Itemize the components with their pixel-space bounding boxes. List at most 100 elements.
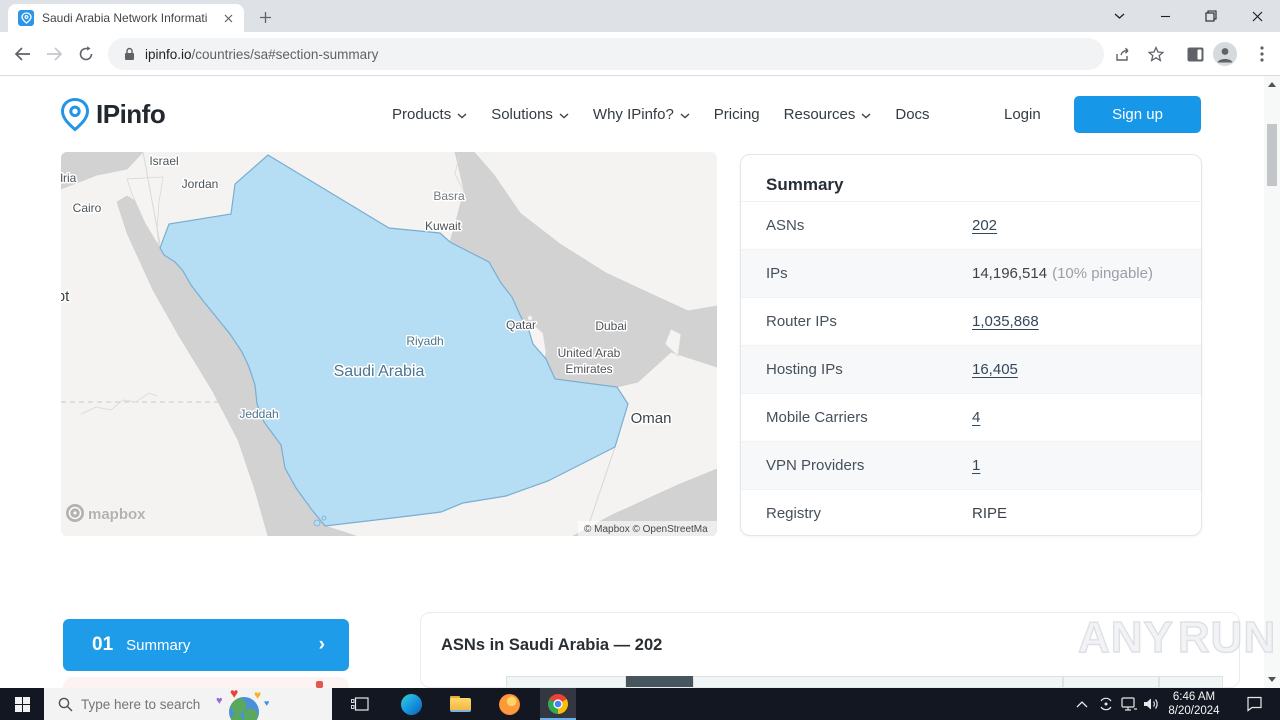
chevron-down-icon — [559, 106, 569, 123]
clock-time: 6:46 AM — [1172, 691, 1216, 703]
summary-row: IPs 14,196,514 (10% pingable) — [741, 249, 1201, 297]
chevron-right-icon: › — [318, 634, 325, 655]
summary-row-value-link[interactable]: 202 — [972, 217, 998, 234]
asn-section-heading: ASNs in Saudi Arabia — 202 — [441, 636, 663, 654]
svg-text:© Mapbox © OpenStreetMa: © Mapbox © OpenStreetMa — [584, 524, 708, 535]
tab-title: Saudi Arabia Network Informati — [42, 11, 208, 25]
profile-avatar[interactable] — [1213, 42, 1237, 66]
summary-row-value: RIPE — [972, 505, 1008, 522]
summary-row-label: Hosting IPs — [766, 361, 843, 378]
heart-icon: ♥ — [216, 695, 223, 707]
task-view-icon[interactable] — [344, 688, 376, 720]
summary-row: Router IPs 1,035,868 — [741, 297, 1201, 345]
chevron-down-icon — [457, 106, 467, 123]
url-path: /countries/sa#section-summary — [191, 46, 379, 62]
login-link[interactable]: Login — [1004, 106, 1041, 123]
nav-item-pricing[interactable]: Pricing — [713, 106, 760, 123]
action-center-icon[interactable] — [1238, 688, 1270, 720]
summary-row-label: Router IPs — [766, 313, 837, 330]
back-icon[interactable] — [10, 42, 34, 66]
nav-item-why-ipinfo-[interactable]: Why IPinfo? — [593, 106, 690, 123]
share-icon[interactable] — [1112, 42, 1136, 66]
nav-item-solutions[interactable]: Solutions — [491, 106, 569, 123]
summary-row: ASNs 202 — [741, 201, 1201, 249]
summary-row-label: Registry — [766, 505, 822, 522]
taskbar-clock[interactable]: 6:46 AM 8/20/2024 — [1160, 690, 1228, 718]
firefox-icon[interactable] — [493, 688, 525, 720]
refresh-icon[interactable] — [74, 42, 98, 66]
scrollbar-down-icon[interactable] — [1268, 677, 1276, 682]
minimize-icon[interactable] — [1142, 0, 1188, 32]
edge-icon[interactable] — [395, 688, 427, 720]
asn-table-header-cell — [693, 676, 1063, 687]
mapbox-logo[interactable]: mapbox — [66, 504, 146, 523]
saudi-arabia-region[interactable] — [159, 154, 629, 527]
summary-row-value: 14,196,514 — [972, 265, 1048, 282]
new-tab-icon[interactable] — [254, 6, 276, 28]
summary-row-label: VPN Providers — [766, 457, 865, 474]
logo-text: IPinfo — [96, 99, 166, 129]
map-label: Saudi Arabia — [334, 363, 425, 380]
start-button[interactable] — [0, 688, 44, 720]
nav-item-products[interactable]: Products — [392, 106, 467, 123]
nav-item-resources[interactable]: Resources — [784, 106, 872, 123]
url-text: ipinfo.io/countries/sa#section-summary — [145, 47, 378, 62]
tray-sync-icon[interactable] — [1090, 688, 1122, 720]
summary-row-label: ASNs — [766, 217, 805, 234]
browser-menu-icon[interactable] — [1250, 42, 1274, 66]
tray-network-icon[interactable] — [1113, 688, 1145, 720]
map-label: Dubai — [595, 319, 626, 333]
summary-row: VPN Providers 1 — [741, 441, 1201, 489]
earth-doodle-icon[interactable] — [229, 697, 259, 720]
summary-title: Summary — [766, 175, 844, 194]
signup-button[interactable]: Sign up — [1074, 96, 1201, 133]
section-nav-summary-button[interactable]: 01 Summary › — [63, 619, 349, 671]
summary-row-label: IPs — [766, 265, 788, 282]
nav-item-docs[interactable]: Docs — [895, 106, 930, 123]
map-label: United Arab — [558, 346, 621, 360]
summary-row-value-link[interactable]: 1,035,868 — [972, 313, 1039, 330]
restore-icon[interactable] — [1188, 0, 1234, 32]
tray-volume-icon[interactable] — [1135, 688, 1167, 720]
forward-icon[interactable] — [42, 42, 66, 66]
scrollbar[interactable] — [1264, 76, 1280, 688]
map[interactable]: ndria Israel Jordan Cairo pt Basra Kuwait Qatar… — [61, 152, 717, 536]
map-label: pt — [61, 288, 70, 305]
summary-row: Registry RIPE — [741, 489, 1201, 535]
tray-chevron-up-icon[interactable] — [1066, 688, 1098, 720]
asn-table-header-cell-sorted[interactable] — [626, 676, 693, 687]
scrollbar-up-icon[interactable] — [1268, 82, 1276, 87]
site-navbar: IPinfo Products Solutions Why IPinfo? Prici… — [0, 77, 1264, 152]
ipinfo-favicon-icon — [18, 10, 34, 26]
next-section-icon — [316, 681, 323, 688]
side-panel-icon[interactable] — [1183, 42, 1207, 66]
next-section-item[interactable] — [63, 677, 349, 688]
map-label: Oman — [631, 410, 672, 427]
map-label: Kuwait — [425, 219, 462, 233]
summary-card: Summary ASNs 202 IPs 14,196,514 (10% pingabl… — [740, 154, 1202, 536]
map-label: Riyadh — [406, 334, 443, 348]
browser-tab[interactable]: Saudi Arabia Network Informati — [8, 4, 244, 32]
address-bar[interactable]: ipinfo.io/countries/sa#section-summary — [108, 38, 1104, 70]
map-attribution[interactable]: © Mapbox © OpenStreetMa — [578, 521, 717, 536]
bookmark-star-icon[interactable] — [1144, 42, 1168, 66]
search-input[interactable] — [81, 696, 231, 712]
tab-close-icon[interactable] — [220, 10, 236, 26]
browser-toolbar: ipinfo.io/countries/sa#section-summary — [0, 32, 1280, 76]
summary-row-value-link[interactable]: 16,405 — [972, 361, 1018, 378]
scrollbar-thumb[interactable] — [1267, 124, 1277, 186]
map-label: Qatar — [506, 318, 536, 332]
ipinfo-logo[interactable]: IPinfo — [60, 77, 166, 152]
tab-search-chevron-icon[interactable] — [1096, 0, 1142, 32]
summary-row-suffix: (10% pingable) — [1052, 265, 1153, 282]
chrome-taskbar-button[interactable] — [540, 688, 576, 720]
svg-text:mapbox: mapbox — [88, 506, 146, 523]
close-window-icon[interactable] — [1234, 0, 1280, 32]
summary-row-value-link[interactable]: 1 — [972, 457, 981, 474]
taskbar-search[interactable]: ♥ ♥ ♥ ♥ — [44, 688, 332, 720]
heart-icon: ♥ — [254, 688, 262, 702]
summary-row-value-link[interactable]: 4 — [972, 409, 981, 426]
file-explorer-icon[interactable] — [444, 688, 476, 720]
map-label: Israel — [149, 154, 178, 168]
